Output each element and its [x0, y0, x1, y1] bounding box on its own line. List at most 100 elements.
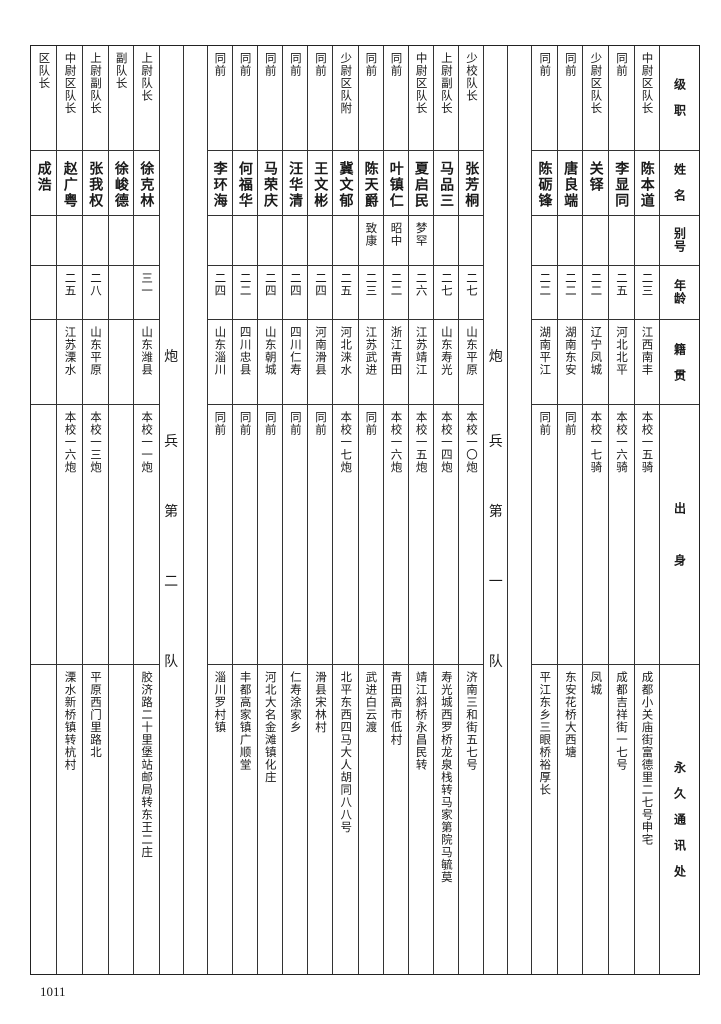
age-text: 二六 — [414, 271, 429, 297]
address-text: 济南三和街五七号 — [464, 670, 479, 771]
rank-text: 中尉区队长 — [63, 52, 78, 115]
cell-name: 叶镇仁 — [383, 151, 408, 216]
cell-address: 东安花桥大西塘 — [558, 665, 583, 974]
name-text: 叶镇仁 — [387, 160, 404, 209]
cell-origin: 山东寿光 — [434, 320, 459, 406]
cell-name: 张我权 — [82, 151, 108, 216]
cell-background: 本校一七炮 — [333, 405, 358, 665]
cell-rank: 上尉队长 — [134, 46, 159, 151]
rank-text: 少校队长 — [464, 52, 479, 102]
origin-text: 河南滑县 — [314, 326, 329, 377]
section-title-char: 炮 — [488, 349, 503, 365]
cell-origin: 浙江青田 — [383, 320, 408, 406]
cell-age: 二七 — [434, 266, 459, 321]
cell-rank: 同前 — [358, 46, 383, 151]
cell-rank: 同前 — [608, 46, 634, 151]
address-text: 寿光城西罗桥龙泉栈转马家第院马毓莫 — [439, 670, 454, 884]
cell-name: 王文彬 — [308, 151, 333, 216]
background-text: 同前 — [263, 411, 278, 437]
age-text: 二八 — [89, 271, 103, 297]
cell-alias — [207, 216, 232, 266]
origin-text: 江苏溧水 — [63, 326, 78, 377]
cell-background: 本校一六骑 — [608, 405, 634, 665]
age-text: 二四 — [288, 271, 303, 297]
origin-text: 江苏武进 — [364, 326, 379, 377]
origin-text: 山东朝城 — [263, 326, 278, 377]
cell-name: 李显同 — [608, 151, 634, 216]
cell-origin: 山东朝城 — [257, 320, 283, 406]
table-row: 上尉副队长 张我权 二八 山东平原 本校一三炮 平原西门里路北 — [81, 46, 108, 974]
cell-origin: 河北涞水 — [333, 320, 358, 406]
cell-origin: 山东淄川 — [207, 320, 232, 406]
cell-origin: 河北北平 — [608, 320, 634, 406]
cell-background — [108, 405, 134, 665]
cell-address: 靖江斜桥永昌民转 — [409, 665, 433, 974]
rank-text: 同前 — [538, 52, 553, 77]
section-title-char: 二 — [164, 574, 179, 590]
rank-text: 同前 — [238, 52, 253, 77]
origin-text: 湖南东安 — [563, 326, 578, 377]
name-text: 陈砺锋 — [536, 160, 553, 209]
cell-rank: 同前 — [207, 46, 232, 151]
cell-background: 同前 — [532, 405, 557, 665]
cell-address: 北平东西四马大人胡同八八号 — [333, 665, 357, 974]
age-text: 二二 — [563, 271, 578, 297]
cell-background: 同前 — [207, 405, 232, 665]
table-row: 少尉区队附冀文郁二五河北涞水本校一七炮 北平东西四马大人胡同八八号 — [332, 46, 358, 974]
header-origin: 籍 贯 — [660, 320, 699, 406]
table-row: 同前 汪华清 二四 四川仁寿 同前 仁寿涂家乡 — [282, 46, 308, 974]
cell-alias — [308, 216, 333, 266]
section-title-char: 第 — [488, 504, 503, 520]
table-row: 上尉副队长 马品三 二七 山东寿光 本校一四炮 寿光城西罗桥龙泉栈转马家第院马毓莫 — [433, 46, 459, 974]
rank-text: 同前 — [364, 52, 379, 77]
age-text: 二七 — [464, 271, 479, 297]
cell-address: 武进白云渡 — [359, 665, 383, 974]
background-text: 本校一〇炮 — [464, 411, 479, 474]
name-text: 唐良端 — [562, 160, 579, 209]
cell-alias — [82, 216, 108, 266]
cell-rank: 同前 — [257, 46, 283, 151]
cell-name: 夏启民 — [408, 151, 433, 216]
address-text: 淄川罗村镇 — [213, 670, 228, 734]
address-text: 平原西门里路北 — [89, 670, 103, 759]
header-label: 永 久 通 讯 处 — [672, 760, 687, 878]
cell-alias: 昭中 — [383, 216, 408, 266]
cell-background: 同前 — [232, 405, 257, 665]
table-row: 同前 李显同 二五 河北北平 本校一六骑 成都吉祥街一七号 — [607, 46, 634, 974]
table-row: 中尉区队长 陈本道 二三 江西南丰 本校一五骑 成都小关庙街富德里二七号申宅 — [633, 46, 660, 974]
rank-text: 少尉区队附 — [339, 52, 354, 115]
cell-name: 关铎 — [583, 151, 608, 216]
address-text: 东安花桥大西塘 — [563, 670, 578, 759]
age-text: 二五 — [339, 271, 354, 297]
cell-rank: 少尉区队附 — [333, 46, 358, 151]
cell-origin: 湖南平江 — [532, 320, 557, 406]
header-column: 级 职姓 名别号 年龄籍 贯出 身永 久 通 讯 处 — [659, 46, 699, 974]
origin-text: 山东平原 — [89, 326, 103, 377]
name-text: 冀文郁 — [337, 160, 354, 209]
address-text: 丰都高家镇广顺堂 — [238, 670, 253, 771]
cell-rank: 同前 — [383, 46, 408, 151]
address-text: 青田高市低村 — [389, 670, 404, 746]
origin-text: 河北涞水 — [339, 326, 354, 377]
name-text: 马荣庆 — [261, 160, 278, 209]
origin-text: 四川忠县 — [238, 326, 253, 377]
cell-origin — [108, 320, 134, 406]
section-title-char: 兵 — [488, 434, 503, 450]
cell-alias — [333, 216, 358, 266]
origin-text: 山东寿光 — [439, 326, 454, 377]
cell-name: 何福华 — [232, 151, 257, 216]
cell-rank: 中尉区队长 — [634, 46, 660, 151]
background-text: 同前 — [563, 411, 578, 437]
name-text: 何福华 — [236, 160, 253, 209]
background-text: 本校一六炮 — [389, 411, 404, 474]
background-text: 同前 — [538, 411, 553, 437]
address-text: 成都小关庙街富德里二七号申宅 — [640, 670, 655, 846]
section-title-char: 队 — [164, 654, 179, 670]
cell-rank: 副队长 — [108, 46, 134, 151]
cell-background: 同前 — [257, 405, 283, 665]
cell-alias — [283, 216, 308, 266]
rank-text: 同前 — [288, 52, 303, 77]
address-text: 河北大名金滩镇化庄 — [263, 670, 278, 784]
rank-text: 副队长 — [114, 52, 129, 90]
cell-age: 二二 — [232, 266, 257, 321]
